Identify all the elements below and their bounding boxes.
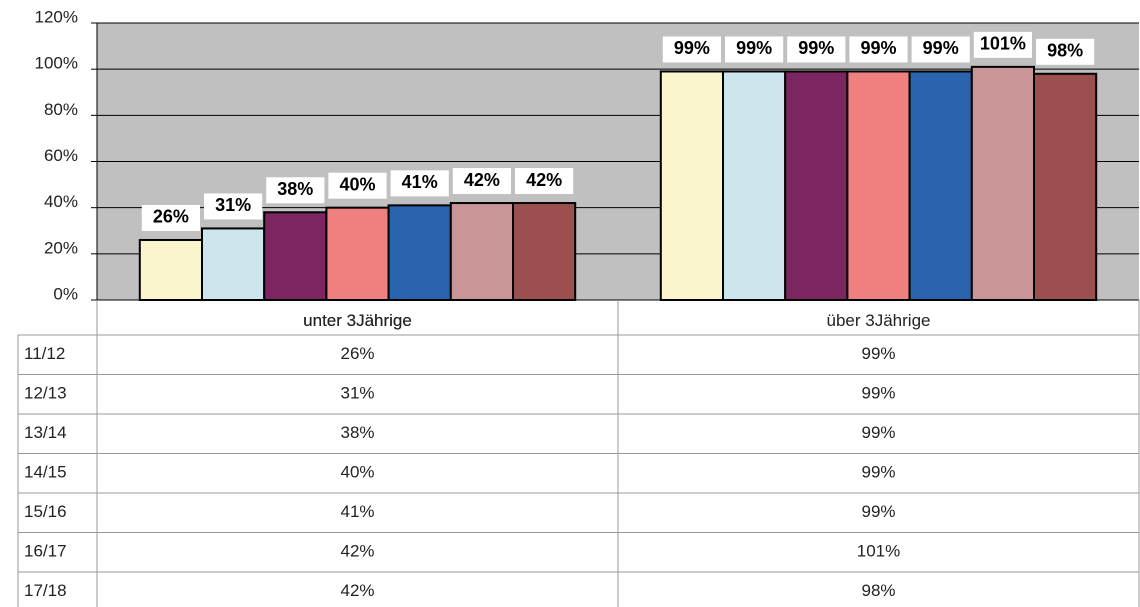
table-value: 41%: [340, 502, 374, 521]
value-label: 38%: [277, 179, 313, 199]
y-tick-label: 40%: [44, 192, 78, 211]
series-name: 13/14: [24, 423, 67, 442]
label-bg: [515, 168, 574, 195]
bar: [387, 204, 452, 302]
bar: [784, 70, 849, 301]
label-bg: [390, 170, 449, 197]
label-bg: [849, 36, 908, 63]
label-bg: [141, 204, 200, 231]
value-label: 99%: [736, 38, 772, 58]
value-label: 42%: [464, 170, 500, 190]
bar: [512, 202, 577, 301]
bar: [908, 70, 973, 301]
series-name: 15/16: [24, 502, 67, 521]
table-value: 99%: [861, 502, 895, 521]
bar: [1033, 72, 1098, 301]
y-tick-label: 80%: [44, 100, 78, 119]
label-bg: [725, 36, 784, 63]
bar: [138, 238, 204, 302]
table-value: 99%: [861, 463, 895, 482]
value-label: 42%: [526, 170, 562, 190]
bar: [659, 70, 724, 301]
value-label: 101%: [980, 34, 1026, 54]
label-bg: [328, 172, 387, 199]
value-label: 99%: [860, 38, 896, 58]
label-bg: [204, 193, 263, 220]
value-label: 40%: [339, 174, 375, 194]
y-tick-label: 100%: [35, 54, 78, 73]
table-header: unter 3Jährige: [303, 311, 412, 330]
label-bg: [911, 36, 970, 63]
label-bg: [452, 168, 511, 195]
table-header: über 3Jährige: [827, 311, 931, 330]
y-tick-label: 0%: [53, 284, 78, 303]
label-bg: [266, 177, 325, 204]
table-value: 99%: [861, 384, 895, 403]
table-value: 99%: [861, 344, 895, 363]
value-label: 99%: [923, 38, 959, 58]
series-name: 17/18: [24, 581, 67, 600]
series-name: 11/12: [24, 344, 65, 363]
label-bg: [1036, 38, 1095, 65]
label-bg: [973, 31, 1032, 58]
bar: [722, 70, 787, 301]
bar: [449, 202, 514, 301]
bar: [325, 206, 390, 302]
table-value: 98%: [861, 581, 895, 600]
series-name: 16/17: [24, 542, 67, 561]
table-value: 99%: [861, 423, 895, 442]
value-label: 31%: [215, 195, 251, 215]
table-value: 38%: [340, 423, 374, 442]
table-value: 101%: [857, 542, 900, 561]
table-value: 40%: [340, 463, 374, 482]
series-name: 14/15: [24, 463, 67, 482]
table-value: 42%: [340, 581, 374, 600]
table-value: 26%: [340, 344, 374, 363]
label-bg: [787, 36, 846, 63]
bar: [201, 227, 266, 301]
value-label: 99%: [674, 38, 710, 58]
value-label: 99%: [798, 38, 834, 58]
y-tick-label: 20%: [44, 238, 78, 257]
value-label: 26%: [153, 207, 189, 227]
y-tick-label: 60%: [44, 146, 78, 165]
label-bg: [662, 36, 721, 63]
bar: [263, 211, 328, 302]
bar: [970, 65, 1035, 301]
table-value: 42%: [340, 542, 374, 561]
y-tick-label: 120%: [35, 7, 78, 26]
value-label: 41%: [402, 172, 438, 192]
bar: [846, 70, 911, 301]
table-header: unter 3Jährige: [303, 311, 412, 330]
table-value: 31%: [340, 384, 374, 403]
series-name: 12/13: [24, 384, 67, 403]
value-label: 98%: [1047, 41, 1083, 61]
